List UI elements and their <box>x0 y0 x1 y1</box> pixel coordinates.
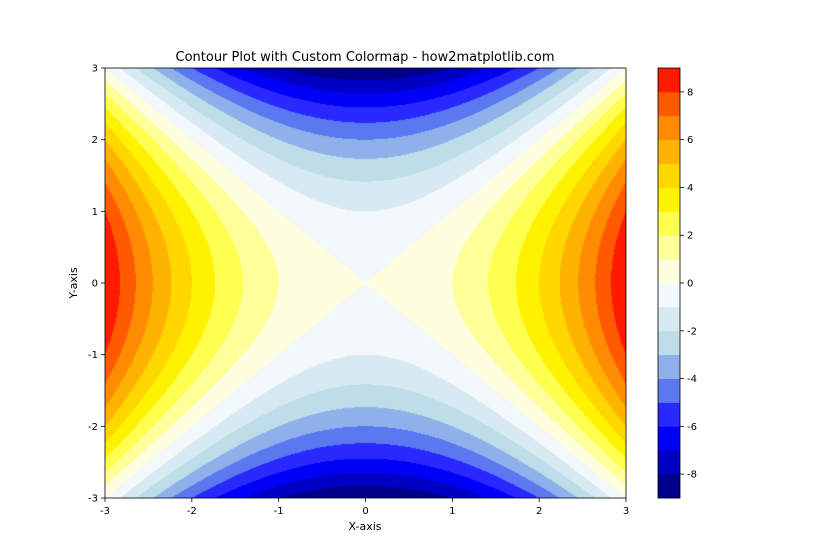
colorbar-tick-label: -2 <box>687 326 697 337</box>
colorbar-band <box>658 378 680 403</box>
colorbar-band <box>658 354 680 379</box>
colorbar-band <box>658 187 680 212</box>
colorbar-band <box>658 402 680 427</box>
colorbar-tick-label: -8 <box>687 470 697 481</box>
colorbar-band <box>658 139 680 164</box>
colorbar-tick-label: 4 <box>687 183 693 194</box>
x-axis-label: X-axis <box>349 520 382 533</box>
x-tick-label: 1 <box>449 506 455 517</box>
colorbar <box>657 67 681 499</box>
y-tick-label: 0 <box>92 279 98 290</box>
colorbar-band <box>658 211 680 236</box>
colorbar-band <box>658 235 680 260</box>
colorbar-band <box>658 259 680 284</box>
colorbar-band <box>658 163 680 188</box>
x-axis: -3 -2 -1 0 1 2 3 <box>100 498 629 517</box>
colorbar-band <box>658 330 680 356</box>
chart-title: Contour Plot with Custom Colormap - how2… <box>176 50 555 65</box>
x-tick-label: 3 <box>623 506 629 517</box>
x-tick-label: -3 <box>100 506 110 517</box>
plot-area <box>105 68 626 498</box>
colorbar-tick-label: 2 <box>687 231 693 242</box>
colorbar-tick-label: -6 <box>687 422 697 433</box>
y-tick-label: 3 <box>92 64 98 75</box>
y-axis: -3 -2 -1 0 1 2 3 <box>88 64 105 505</box>
colorbar-band <box>658 68 680 93</box>
x-tick-label: -1 <box>274 506 284 517</box>
colorbar-tick-label: 0 <box>687 279 693 290</box>
colorbar-band <box>658 115 680 141</box>
colorbar-band <box>658 306 680 332</box>
y-tick-label: -3 <box>88 494 98 505</box>
colorbar-tick-label: 6 <box>687 135 693 146</box>
y-tick-label: -2 <box>88 422 98 433</box>
colorbar-band <box>658 426 680 451</box>
colorbar-tick-label: 8 <box>687 87 693 98</box>
colorbar-band <box>658 450 680 475</box>
colorbar-band <box>658 91 680 117</box>
colorbar-band <box>658 283 680 308</box>
y-tick-label: -1 <box>88 350 98 361</box>
contour-fill <box>105 68 626 498</box>
colorbar-axis: -8 -6 -4 -2 0 2 4 6 8 <box>680 87 697 481</box>
y-tick-label: 1 <box>92 207 98 218</box>
x-tick-label: -2 <box>187 506 197 517</box>
x-tick-label: 0 <box>362 506 368 517</box>
colorbar-tick-label: -4 <box>687 374 697 385</box>
y-axis-label: Y-axis <box>67 267 80 300</box>
colorbar-band <box>658 474 680 499</box>
y-tick-label: 2 <box>92 135 98 146</box>
x-tick-label: 2 <box>536 506 542 517</box>
